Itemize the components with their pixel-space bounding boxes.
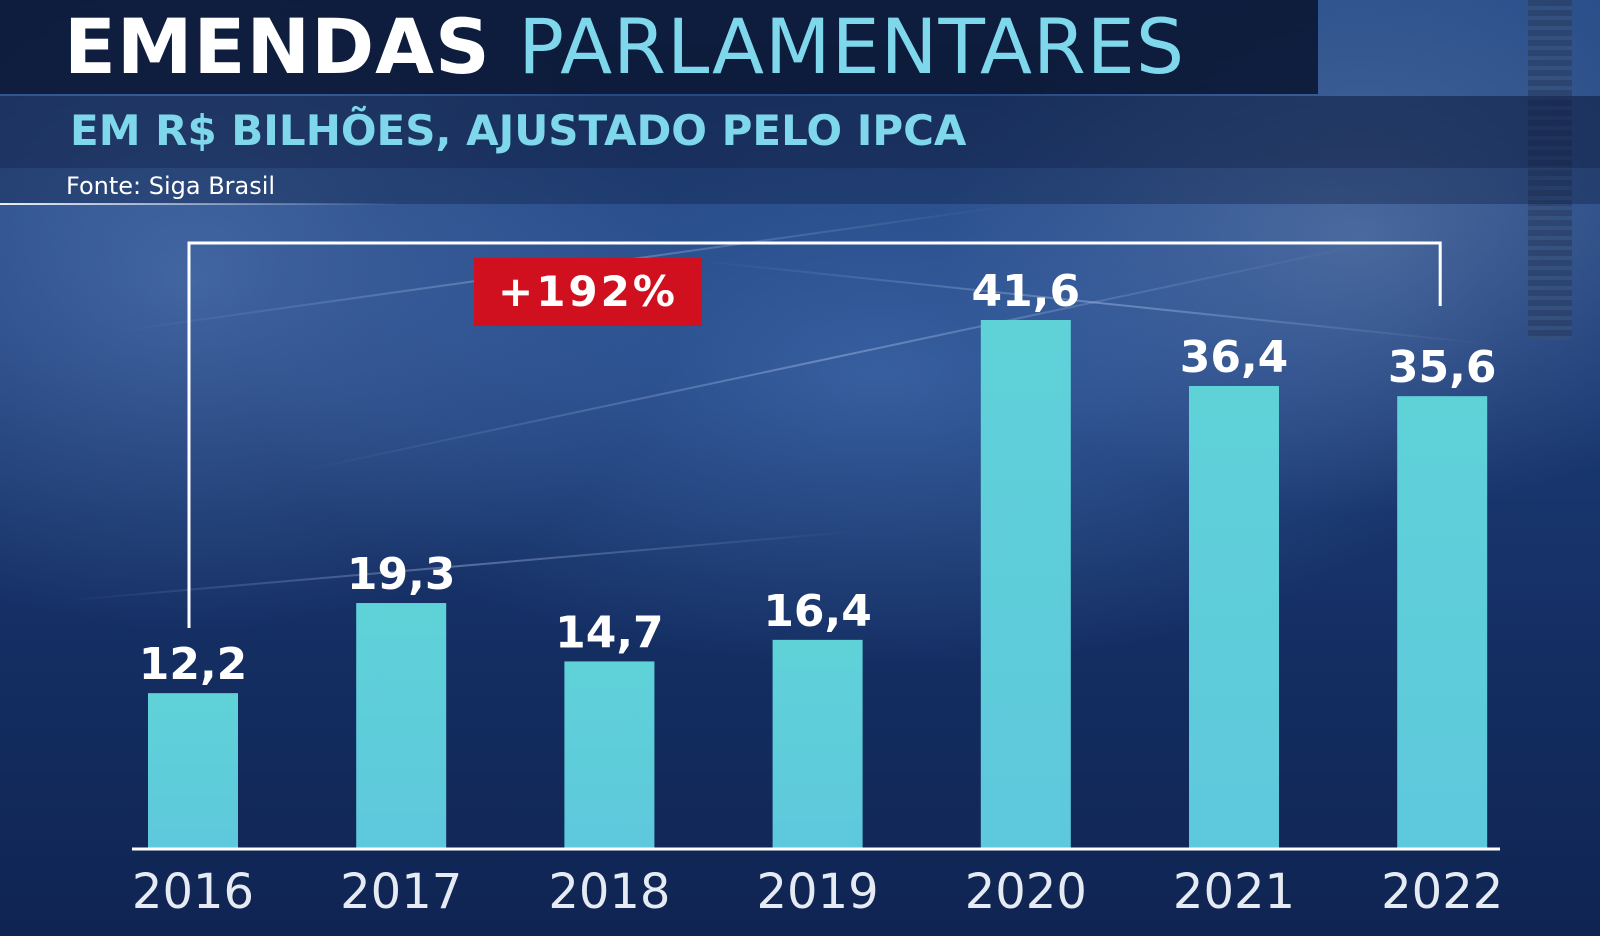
- x-tick-label-2016: 2016: [132, 864, 254, 920]
- x-tick-label-2019: 2019: [757, 864, 879, 920]
- x-tick-label-2017: 2017: [340, 864, 462, 920]
- value-label-2021: 36,4: [1180, 332, 1289, 383]
- title-band: [0, 0, 1318, 94]
- source-band: [0, 168, 1600, 204]
- subtitle-band: [0, 96, 1600, 168]
- chart-title: EMENDAS PARLAMENTARES: [64, 4, 1185, 90]
- bar-2019: [772, 639, 863, 848]
- title-word-2: PARLAMENTARES: [518, 2, 1186, 91]
- value-label-2022: 35,6: [1388, 342, 1497, 393]
- source-underline: [0, 203, 400, 205]
- x-tick-label-2018: 2018: [548, 864, 670, 920]
- bar-2016: [148, 693, 238, 848]
- title-word-1: EMENDAS: [64, 2, 491, 91]
- bar-2018: [564, 661, 655, 848]
- x-tick-label-2021: 2021: [1173, 864, 1295, 920]
- growth-badge-label: +192%: [498, 267, 678, 316]
- value-label-2017: 19,3: [347, 549, 456, 600]
- background-building: [1528, 0, 1572, 340]
- x-tick-label-2022: 2022: [1381, 864, 1503, 920]
- value-label-2016: 12,2: [139, 639, 248, 690]
- growth-badge: [474, 258, 702, 326]
- chart-subtitle: EM R$ BILHÕES, AJUSTADO PELO IPCA: [70, 106, 967, 155]
- growth-bracket: [187, 241, 1442, 628]
- bar-2021: [1189, 386, 1279, 848]
- x-tick-label-2020: 2020: [965, 864, 1087, 920]
- bar-2020: [980, 320, 1071, 848]
- value-label-2020: 41,6: [972, 266, 1081, 317]
- source-note: Fonte: Siga Brasil: [66, 172, 276, 200]
- value-label-2019: 16,4: [763, 586, 872, 637]
- bar-2022: [1397, 396, 1488, 848]
- bar-2017: [356, 603, 447, 848]
- value-label-2018: 14,7: [555, 607, 664, 658]
